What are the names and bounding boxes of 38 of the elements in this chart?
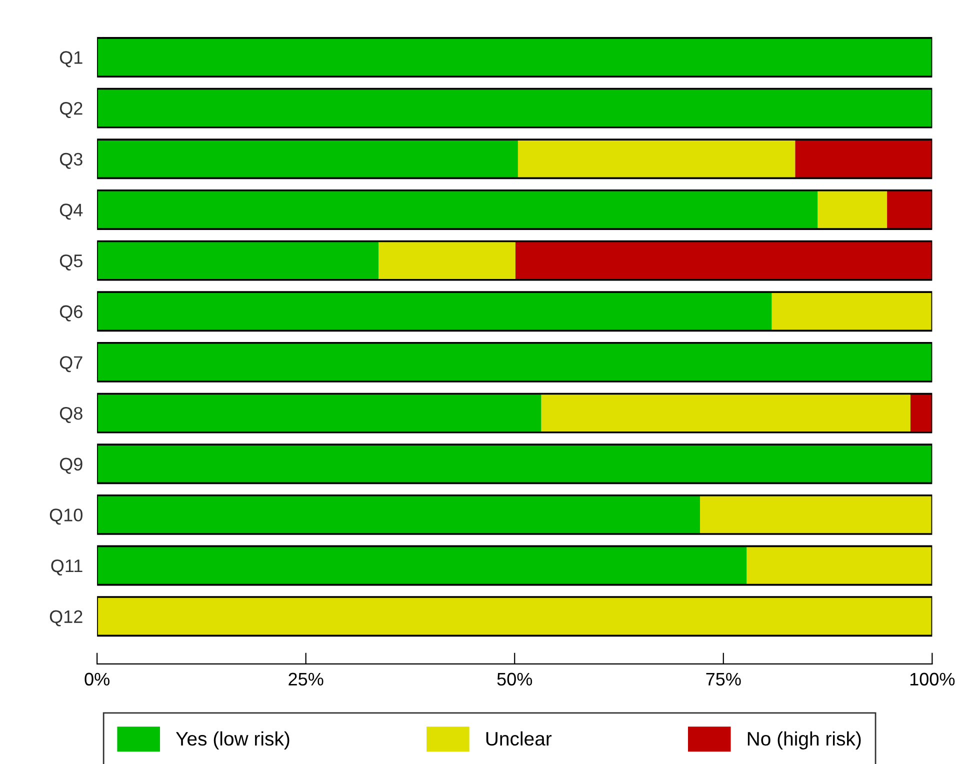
y-tick-label: Q12 — [50, 610, 82, 626]
y-tick-label: Q1 — [60, 51, 82, 68]
y-tick-label: Q9 — [60, 458, 82, 474]
y-tick-label: Q6 — [60, 305, 82, 322]
x-tick-label: 75% — [706, 672, 741, 686]
y-tick-label: Q7 — [60, 356, 82, 372]
bar — [910, 394, 932, 432]
bar — [97, 190, 818, 230]
x-tick-label: 0% — [84, 672, 110, 686]
y-tick-label: Q10 — [50, 508, 82, 525]
y-tick-label: Q4 — [60, 204, 83, 220]
legend-label: No (high risk) — [748, 731, 861, 750]
bar — [378, 241, 516, 280]
x-tick-label: 50% — [497, 672, 532, 686]
bar — [541, 394, 910, 432]
bar — [97, 241, 378, 280]
bar — [97, 394, 542, 432]
y-tick-label: Q2 — [60, 102, 82, 118]
legend-label: Yes (low risk) — [176, 731, 290, 750]
bar — [818, 190, 888, 230]
y-tick-label: Q3 — [60, 152, 82, 169]
bar — [700, 495, 932, 534]
legend-label: Unclear — [486, 731, 552, 746]
bar — [795, 140, 932, 178]
bar — [518, 140, 796, 178]
bar — [97, 140, 518, 178]
bar — [772, 292, 932, 331]
bar — [97, 292, 772, 331]
x-tick-label: 100% — [910, 672, 955, 686]
bar — [746, 546, 932, 585]
bar — [97, 546, 747, 585]
bar — [97, 495, 700, 534]
bar — [515, 241, 932, 280]
x-tick-label: 25% — [288, 672, 324, 686]
y-tick-label: Q8 — [60, 406, 82, 423]
y-tick-label: Q5 — [60, 254, 82, 270]
bar — [887, 190, 932, 230]
y-tick-label: Q11 — [51, 559, 82, 576]
